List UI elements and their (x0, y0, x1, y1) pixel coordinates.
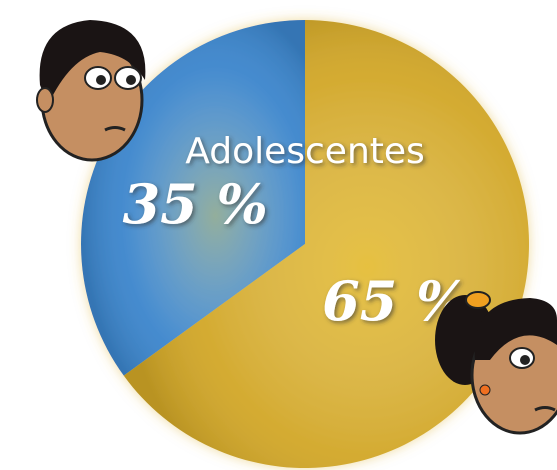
boy-face (36, 20, 146, 162)
pie (80, 20, 530, 468)
girl-face (435, 291, 557, 435)
value-label: 35 % (123, 172, 268, 236)
slice-shading (123, 20, 530, 468)
chart-title: Adolescentes (185, 131, 425, 172)
